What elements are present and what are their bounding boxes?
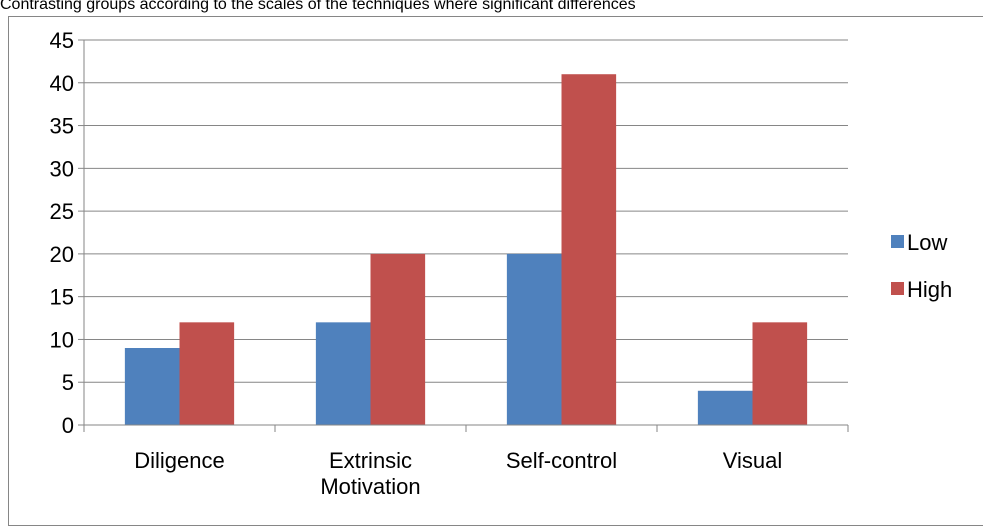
legend-label-high: High bbox=[907, 277, 952, 302]
legend: Low High bbox=[891, 230, 952, 302]
y-tick-label: 30 bbox=[50, 156, 74, 181]
axes bbox=[78, 39, 849, 432]
bars bbox=[124, 74, 808, 425]
y-tick-label: 25 bbox=[50, 199, 74, 224]
y-tick-label: 40 bbox=[50, 71, 74, 96]
y-tick-label: 10 bbox=[50, 327, 74, 352]
y-tick-label: 20 bbox=[50, 242, 74, 267]
x-category-label: Self-control bbox=[506, 448, 617, 473]
bar-low-diligence bbox=[124, 348, 180, 425]
bar-high-extrinsic-motivation bbox=[370, 253, 426, 425]
y-tick-label: 45 bbox=[50, 28, 74, 53]
bar-low-extrinsic-motivation bbox=[315, 322, 371, 425]
legend-swatch-high bbox=[891, 282, 904, 295]
y-tick-label: 0 bbox=[62, 413, 74, 438]
y-tick-label: 15 bbox=[50, 285, 74, 310]
bar-low-self-control bbox=[506, 253, 562, 425]
legend-swatch-low bbox=[891, 235, 904, 248]
chart-title: Contrasting groups according to the scal… bbox=[0, 0, 636, 13]
y-tick-label: 5 bbox=[62, 370, 74, 395]
x-category-label: Extrinsic Motivation bbox=[320, 448, 420, 499]
legend-label-low: Low bbox=[907, 230, 947, 255]
y-tick-label: 35 bbox=[50, 114, 74, 139]
bar-high-diligence bbox=[179, 322, 235, 425]
bar-low-visual bbox=[697, 390, 753, 425]
bar-high-visual bbox=[752, 322, 808, 425]
axis-labels: 0 5 10 15 20 25 30 35 40 45 Diligence Extrinsic Moti… bbox=[50, 28, 783, 499]
gridlines bbox=[84, 39, 848, 383]
bar-high-self-control bbox=[561, 74, 617, 425]
x-category-label: Visual bbox=[723, 448, 783, 473]
x-category-label: Diligence bbox=[134, 448, 225, 473]
